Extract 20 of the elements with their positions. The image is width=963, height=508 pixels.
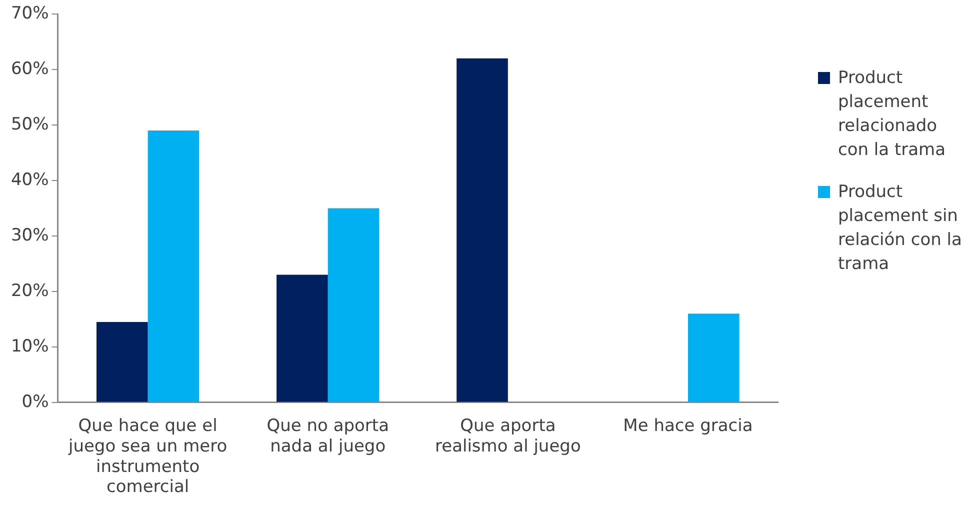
y-tick-label: 70% [10, 3, 49, 24]
x-tick-label: Me hace gracia [623, 416, 753, 436]
y-tick-label: 50% [10, 114, 49, 134]
y-tick-label: 60% [10, 58, 49, 79]
bar [328, 208, 380, 402]
x-tick-label: Que hace que el juego sea un mero instrumento comercial [67, 416, 228, 498]
y-tick-label: 20% [10, 280, 49, 301]
bar [456, 58, 508, 402]
bar [276, 274, 328, 402]
bar [96, 322, 148, 402]
bar [688, 314, 740, 402]
legend-label: Product placement relacionado con la trama [838, 67, 947, 162]
y-tick-label: 0% [22, 392, 49, 412]
x-tick-label: Que no aporta nada al juego [266, 416, 390, 456]
legend-label: Product placement sin relación con la trama [838, 181, 963, 276]
y-tick-label: 40% [10, 170, 49, 190]
y-tick-label: 10% [10, 336, 49, 356]
x-tick-label: Que aporta realismo al juego [434, 416, 581, 456]
y-tick-label: 30% [10, 225, 49, 246]
bar [148, 130, 200, 402]
